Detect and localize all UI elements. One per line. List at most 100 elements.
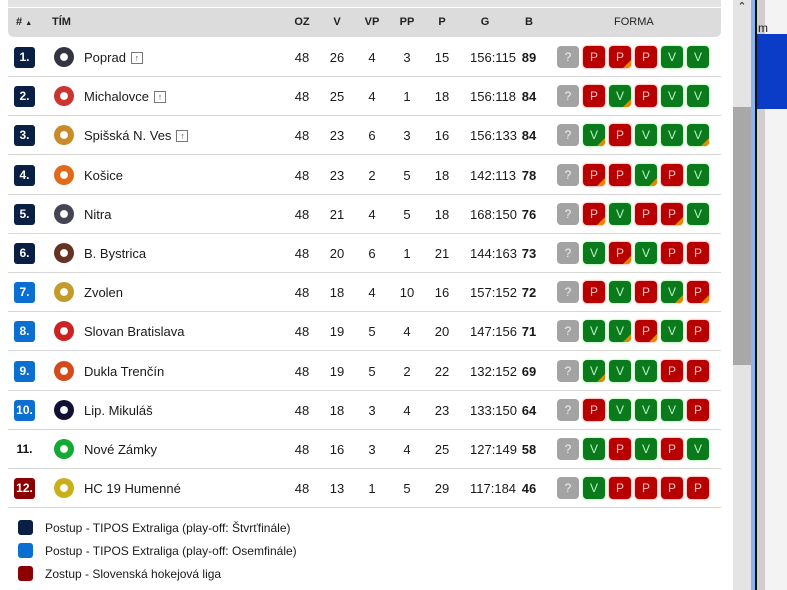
form-badge[interactable]: V xyxy=(635,359,657,382)
form-badge[interactable]: P xyxy=(609,438,631,460)
team-name[interactable]: Košice xyxy=(84,168,123,183)
col-p[interactable]: P xyxy=(438,16,446,28)
col-pp[interactable]: PP xyxy=(399,16,415,28)
form-badge[interactable]: V xyxy=(635,438,657,460)
team-name[interactable]: Lip. Mikuláš xyxy=(84,403,153,418)
col-team[interactable]: TÍM xyxy=(52,16,71,28)
form-badge[interactable]: P xyxy=(687,359,709,382)
form-badge[interactable]: P xyxy=(687,281,709,304)
form-badge[interactable]: P xyxy=(635,46,657,68)
form-badge[interactable]: V xyxy=(609,202,631,225)
form-badge[interactable]: P xyxy=(687,477,709,500)
table-row[interactable]: 7. Zvolen 48 18 4 10 16 157:152 72? P V P V P xyxy=(8,273,721,313)
form-badge[interactable]: P xyxy=(583,281,605,304)
form-badge[interactable]: P xyxy=(635,281,657,304)
col-b[interactable]: B xyxy=(525,16,533,28)
form-badge[interactable]: V xyxy=(661,398,683,421)
form-badge[interactable]: ? xyxy=(557,85,579,108)
form-badge[interactable]: P xyxy=(661,202,683,225)
table-row[interactable]: 11. Nové Zámky 48 16 3 4 25 127:149 58? V P V P V xyxy=(8,430,721,469)
table-row[interactable]: 12. HC 19 Humenné 48 13 1 5 29 117:184 46? V P P P P xyxy=(8,469,721,509)
team-name[interactable]: B. Bystrica xyxy=(84,246,146,261)
form-badge[interactable]: V xyxy=(583,359,605,382)
form-badge[interactable]: P xyxy=(609,242,631,264)
form-badge[interactable]: V xyxy=(609,398,631,421)
form-badge[interactable]: ? xyxy=(557,359,579,382)
team-name[interactable]: Spišská N. Ves ↑ xyxy=(84,128,189,143)
form-badge[interactable]: ? xyxy=(557,242,579,264)
form-badge[interactable]: V xyxy=(661,281,683,304)
table-row[interactable]: 5. Nitra 48 21 4 5 18 168:150 76? P V P P V xyxy=(8,195,721,234)
form-badge[interactable]: V xyxy=(635,398,657,421)
form-badge[interactable]: V xyxy=(687,124,709,147)
form-badge[interactable]: P xyxy=(635,320,657,343)
table-row[interactable]: 10. Lip. Mikuláš 48 18 3 4 23 133:150 64? P V V V P xyxy=(8,391,721,430)
col-vp[interactable]: VP xyxy=(364,16,380,28)
form-badge[interactable]: P xyxy=(609,477,631,500)
team-name[interactable]: HC 19 Humenné xyxy=(84,481,181,496)
form-badge[interactable]: V xyxy=(661,320,683,343)
form-badge[interactable]: V xyxy=(687,163,709,186)
form-badge[interactable]: P xyxy=(609,124,631,147)
form-badge[interactable]: ? xyxy=(557,320,579,343)
form-badge[interactable]: ? xyxy=(557,281,579,304)
form-badge[interactable]: ? xyxy=(557,438,579,460)
form-badge[interactable]: P xyxy=(635,85,657,108)
form-badge[interactable]: P xyxy=(661,163,683,186)
form-badge[interactable]: V xyxy=(687,46,709,68)
form-badge[interactable]: V xyxy=(635,124,657,147)
form-badge[interactable]: V xyxy=(687,202,709,225)
table-row[interactable]: 2. Michalovce ↑ 48 25 4 1 18 156:118 84? P V P V V xyxy=(8,77,721,117)
table-row[interactable]: 8. Slovan Bratislava 48 19 5 4 20 147:156 71? V V P… xyxy=(8,312,721,352)
form-badge[interactable]: V xyxy=(609,85,631,108)
table-row[interactable]: 9. Dukla Trenčín 48 19 5 2 22 132:152 69? V V V P P xyxy=(8,352,721,391)
form-badge[interactable]: P xyxy=(661,477,683,500)
team-name[interactable]: Michalovce ↑ xyxy=(84,89,167,104)
form-badge[interactable]: V xyxy=(687,85,709,108)
form-badge[interactable]: V xyxy=(635,163,657,186)
form-badge[interactable]: V xyxy=(635,242,657,264)
form-badge[interactable]: P xyxy=(661,438,683,460)
team-name[interactable]: Nitra xyxy=(84,207,111,222)
form-badge[interactable]: P xyxy=(583,85,605,108)
col-oz[interactable]: OZ xyxy=(294,16,310,28)
scroll-up-icon[interactable]: ⌃ xyxy=(737,1,747,13)
form-badge[interactable]: P xyxy=(583,398,605,421)
form-badge[interactable]: P xyxy=(583,202,605,225)
table-row[interactable]: 4. Košice 48 23 2 5 18 142:113 78? P P V P V xyxy=(8,156,721,195)
form-badge[interactable]: P xyxy=(583,46,605,68)
form-badge[interactable]: V xyxy=(583,124,605,147)
table-row[interactable]: 3. Spišská N. Ves ↑ 48 23 6 3 16 156:133 84? V P V V V xyxy=(8,116,721,156)
form-badge[interactable]: V xyxy=(661,46,683,68)
form-badge[interactable]: P xyxy=(609,163,631,186)
form-badge[interactable]: ? xyxy=(557,202,579,225)
form-badge[interactable]: V xyxy=(583,438,605,460)
team-name[interactable]: Zvolen xyxy=(84,285,123,300)
form-badge[interactable]: P xyxy=(661,242,683,264)
form-badge[interactable]: V xyxy=(687,438,709,460)
form-badge[interactable]: ? xyxy=(557,398,579,421)
form-badge[interactable]: V xyxy=(609,359,631,382)
form-badge[interactable]: P xyxy=(609,46,631,68)
form-badge[interactable]: V xyxy=(661,124,683,147)
form-badge[interactable]: P xyxy=(687,242,709,264)
team-name[interactable]: Slovan Bratislava xyxy=(84,324,184,339)
table-row[interactable]: 6. B. Bystrica 48 20 6 1 21 144:163 73? V P V P P xyxy=(8,234,721,273)
form-badge[interactable]: V xyxy=(661,85,683,108)
form-badge[interactable]: P xyxy=(635,202,657,225)
col-rank[interactable]: # ▲ xyxy=(16,16,33,28)
form-badge[interactable]: ? xyxy=(557,477,579,500)
form-badge[interactable]: ? xyxy=(557,124,579,147)
form-badge[interactable]: V xyxy=(609,320,631,343)
form-badge[interactable]: V xyxy=(583,477,605,500)
form-badge[interactable]: V xyxy=(609,281,631,304)
form-badge[interactable]: P xyxy=(687,398,709,421)
scrollbar-thumb[interactable] xyxy=(733,107,751,365)
col-v[interactable]: V xyxy=(333,16,341,28)
table-row[interactable]: 1. Poprad ↑ 48 26 4 3 15 156:115 89? P P P V V xyxy=(8,38,721,77)
team-name[interactable]: Poprad ↑ xyxy=(84,50,143,65)
form-badge[interactable]: P xyxy=(583,163,605,186)
col-g[interactable]: G xyxy=(480,16,490,28)
form-badge[interactable]: V xyxy=(583,242,605,264)
form-badge[interactable]: P xyxy=(687,320,709,343)
